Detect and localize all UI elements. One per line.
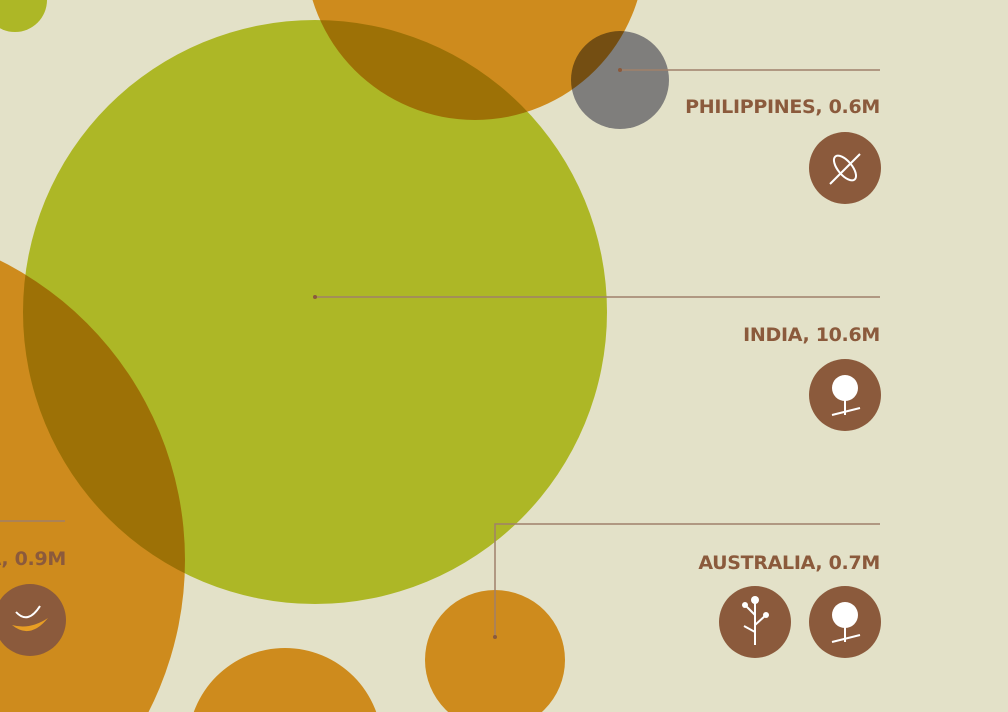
leader-line	[494, 523, 880, 637]
cotton-icon	[809, 586, 881, 658]
bubble	[571, 31, 669, 129]
bubble	[0, 0, 47, 32]
canola-icon	[719, 586, 791, 658]
bubble	[23, 20, 607, 604]
leader-dot	[618, 68, 622, 72]
leader-dot	[493, 635, 497, 639]
bean-icon	[0, 584, 66, 656]
bubble	[193, 648, 377, 712]
corn-icon	[809, 132, 881, 204]
leader-dot	[313, 295, 317, 299]
country-label: PHILIPPINES, 0.6M	[685, 96, 880, 118]
bubble	[425, 590, 565, 712]
cotton-icon	[809, 359, 881, 431]
country-label: A, 0.9M	[0, 548, 66, 570]
country-label: AUSTRALIA, 0.7M	[698, 552, 880, 574]
country-label: INDIA, 10.6M	[743, 324, 880, 346]
